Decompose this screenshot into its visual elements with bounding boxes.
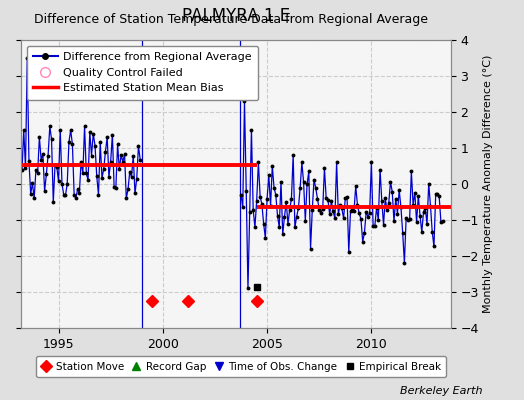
Y-axis label: Monthly Temperature Anomaly Difference (°C): Monthly Temperature Anomaly Difference (… (483, 55, 493, 313)
Text: Difference of Station Temperature Data from Regional Average: Difference of Station Temperature Data f… (34, 13, 428, 26)
Legend: Difference from Regional Average, Quality Control Failed, Estimated Station Mean: Difference from Regional Average, Qualit… (27, 46, 258, 100)
Title: PALMYRA 1 E: PALMYRA 1 E (182, 6, 290, 24)
Text: Berkeley Earth: Berkeley Earth (400, 386, 482, 396)
Legend: Station Move, Record Gap, Time of Obs. Change, Empirical Break: Station Move, Record Gap, Time of Obs. C… (36, 356, 446, 377)
